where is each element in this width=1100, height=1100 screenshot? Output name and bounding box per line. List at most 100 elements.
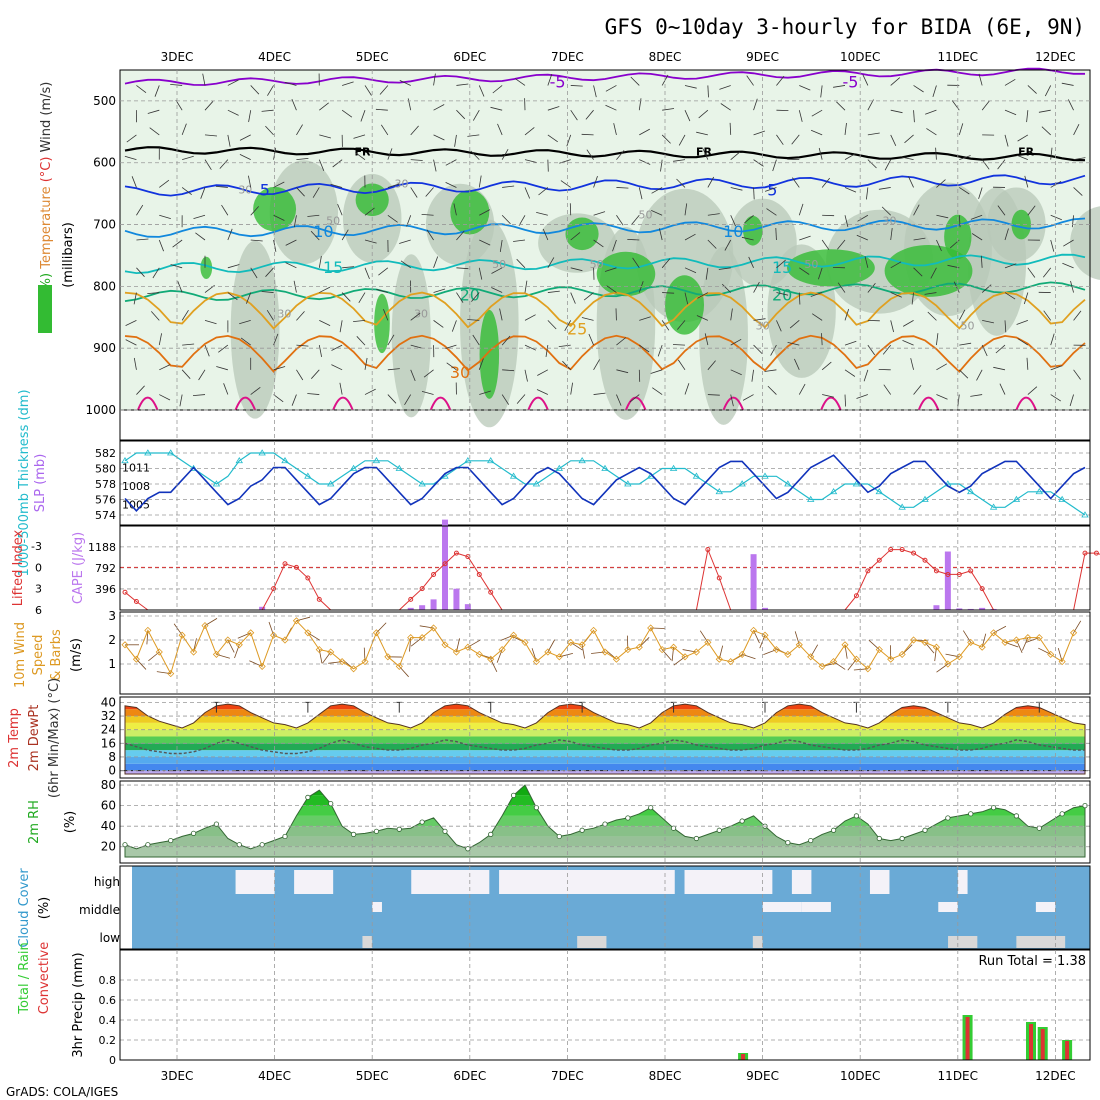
li-point xyxy=(933,568,939,574)
precip-convective-bar xyxy=(1040,1029,1045,1060)
wind-barb xyxy=(927,311,937,321)
upper-air-panel: -5-5FRFRFR551010151520202530305050503030… xyxy=(38,67,1100,441)
wind-barb xyxy=(364,267,370,280)
rh-50-region xyxy=(269,160,339,265)
li-point xyxy=(453,550,459,556)
wind-barb xyxy=(970,214,983,220)
precip-convective-bar xyxy=(965,1017,970,1060)
wind-barb xyxy=(772,159,777,172)
high-cloud-clear xyxy=(235,870,275,894)
wind-barb xyxy=(240,337,251,346)
wind-point xyxy=(350,665,358,673)
wind-barb xyxy=(856,234,869,241)
axis-label: 2m RH xyxy=(27,800,42,844)
bottom-date-axis: 3DEC 4DEC 5DEC 6DEC 7DEC 8DEC 9DEC 10DEC 11DEC 12… xyxy=(161,1069,1076,1083)
high-cloud-clear xyxy=(411,870,490,894)
li-point xyxy=(316,596,322,602)
wind-barb xyxy=(478,85,485,97)
thickness-point xyxy=(578,456,586,464)
wind-point xyxy=(224,636,232,644)
li-tick: 3 xyxy=(35,583,42,596)
axis-label: Cloud Cover xyxy=(17,868,32,948)
temperature-contour-35 xyxy=(332,396,354,411)
wind-barb xyxy=(570,292,576,304)
wind-barb xyxy=(662,108,675,111)
wind-barb xyxy=(707,239,717,249)
axis-label-part: Wind (m/s) xyxy=(39,82,54,153)
wind-point xyxy=(784,650,792,658)
thickness-point xyxy=(852,480,861,487)
wind-barb xyxy=(925,109,937,115)
wind-barb xyxy=(513,239,526,242)
wind-point xyxy=(681,653,689,661)
wind-barb xyxy=(593,392,606,395)
thickness-point xyxy=(487,456,495,464)
wind-barb xyxy=(170,264,183,269)
wind-barb xyxy=(524,127,535,136)
rh-point xyxy=(465,846,471,852)
axis-label-part: 2m RH xyxy=(27,800,42,844)
rh-point xyxy=(602,821,608,827)
wind-barb xyxy=(913,110,915,123)
contour-label: 15 xyxy=(323,258,343,277)
axis-label: Speed xyxy=(31,635,46,676)
thickness-tick: 582 xyxy=(95,447,116,460)
wind-barb xyxy=(811,109,823,117)
wind-barb xyxy=(844,215,849,227)
cape-bar xyxy=(944,551,951,610)
wind-barb xyxy=(730,151,741,160)
rh-contour-label: 30 xyxy=(756,320,770,333)
wind-barb xyxy=(890,228,893,241)
wind-barb xyxy=(1024,175,1029,188)
wind-barb xyxy=(267,85,274,96)
wind-barb xyxy=(318,345,322,357)
temp-band xyxy=(125,736,1085,744)
wind-barb xyxy=(1044,85,1052,97)
cape-bar xyxy=(762,607,768,610)
rh-contour-label: 50 xyxy=(492,258,506,271)
temp-tick: 24 xyxy=(101,723,116,737)
rh-contour-label: 30 xyxy=(277,307,291,320)
wind-barb xyxy=(364,239,377,244)
wind-barb xyxy=(742,394,754,401)
wind-point xyxy=(532,658,540,666)
wind-barb xyxy=(426,229,434,241)
wind-barb xyxy=(296,311,305,321)
wind-barb xyxy=(704,333,709,346)
wind-barb xyxy=(616,150,625,160)
rh-point xyxy=(648,805,654,811)
wind-barb xyxy=(588,333,594,346)
wind-point xyxy=(475,650,483,658)
date-label-top: 8DEC xyxy=(649,50,682,64)
thickness-point xyxy=(532,480,541,487)
rh-contour-label: 30 xyxy=(394,177,408,190)
wind-barb xyxy=(913,237,926,241)
wind-barb xyxy=(1062,262,1074,269)
wind-barb xyxy=(407,98,412,111)
wind-barb xyxy=(1050,180,1062,188)
wind-barb xyxy=(307,214,320,217)
wind-barb xyxy=(136,238,149,241)
wind-barb xyxy=(775,227,777,241)
li-point xyxy=(979,586,985,592)
wind-barb xyxy=(593,85,597,98)
thickness-point xyxy=(624,480,632,487)
wind-barb xyxy=(936,394,948,400)
wind-point xyxy=(761,631,769,639)
wind-barb xyxy=(1050,239,1055,252)
wind-barb xyxy=(456,267,469,270)
wind-barb xyxy=(501,335,511,346)
wind-barb xyxy=(837,239,846,250)
rh-point xyxy=(190,830,197,836)
rh-contour-label: 30 xyxy=(414,307,428,320)
wind-barb xyxy=(399,80,411,86)
thickness-point xyxy=(281,456,289,464)
wind-point xyxy=(235,641,243,649)
wind-barb xyxy=(536,389,549,395)
wind-barb xyxy=(177,281,183,293)
wind-barb xyxy=(250,267,258,279)
wind-barb xyxy=(799,235,811,241)
date-label-top: 5DEC xyxy=(356,50,389,64)
wind-barb xyxy=(273,394,284,403)
thickness-point xyxy=(235,456,243,464)
